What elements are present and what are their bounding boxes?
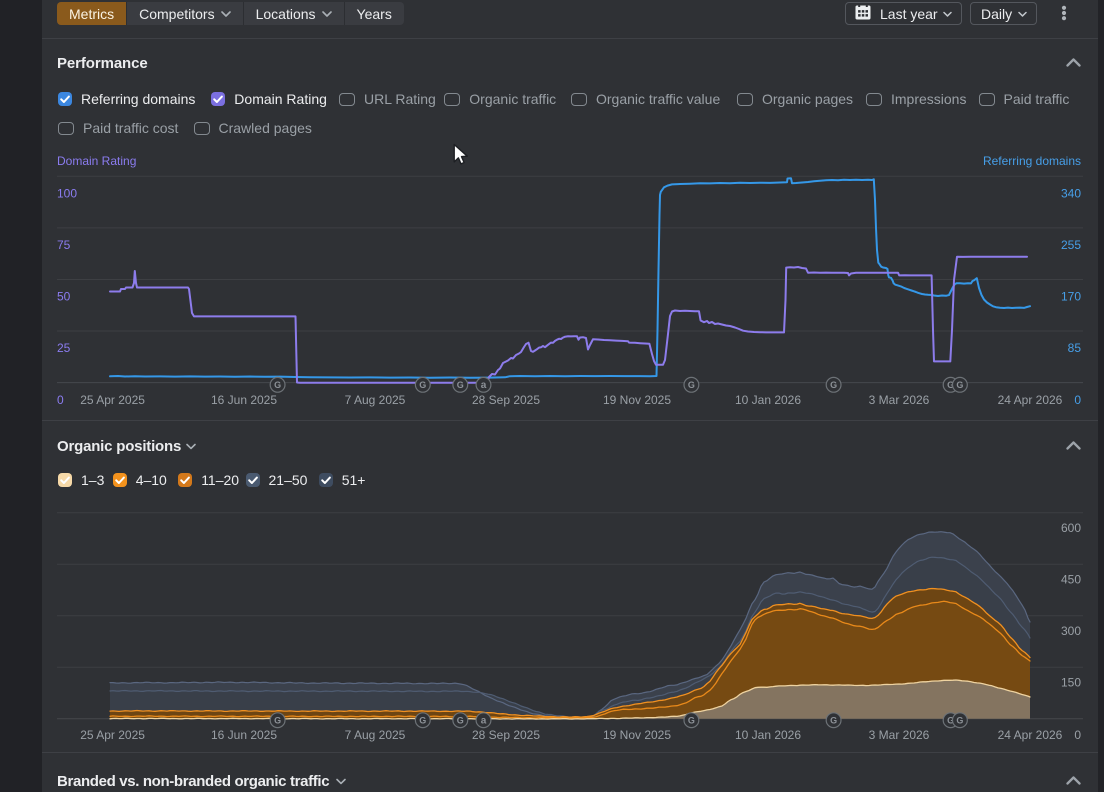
svg-text:450: 450 (1061, 573, 1081, 587)
svg-text:10 Jan 2026: 10 Jan 2026 (735, 728, 801, 742)
svg-text:600: 600 (1061, 521, 1081, 535)
svg-text:a: a (481, 716, 487, 727)
svg-text:19 Nov 2025: 19 Nov 2025 (603, 728, 671, 742)
svg-text:G: G (956, 715, 963, 725)
svg-text:G: G (830, 715, 837, 725)
svg-text:170: 170 (1061, 290, 1081, 304)
svg-text:24 Apr 2026: 24 Apr 2026 (998, 728, 1063, 742)
svg-text:G: G (274, 380, 281, 390)
svg-text:Domain Rating: Domain Rating (57, 154, 136, 168)
svg-text:G: G (947, 380, 954, 390)
svg-text:28 Sep 2025: 28 Sep 2025 (472, 728, 540, 742)
svg-text:25 Apr 2025: 25 Apr 2025 (80, 393, 145, 407)
svg-text:G: G (419, 380, 426, 390)
svg-text:7 Aug 2025: 7 Aug 2025 (345, 728, 406, 742)
svg-text:G: G (457, 715, 464, 725)
svg-text:340: 340 (1061, 186, 1081, 200)
svg-text:75: 75 (57, 238, 71, 252)
svg-text:10 Jan 2026: 10 Jan 2026 (735, 393, 801, 407)
svg-text:G: G (274, 715, 281, 725)
svg-text:24 Apr 2026: 24 Apr 2026 (998, 393, 1063, 407)
svg-text:16 Jun 2025: 16 Jun 2025 (211, 393, 277, 407)
svg-text:G: G (956, 380, 963, 390)
svg-text:G: G (419, 715, 426, 725)
svg-text:25: 25 (57, 341, 71, 355)
svg-text:G: G (688, 715, 695, 725)
svg-text:G: G (830, 380, 837, 390)
svg-text:Referring domains: Referring domains (983, 154, 1081, 168)
svg-text:50: 50 (57, 290, 71, 304)
svg-text:25 Apr 2025: 25 Apr 2025 (80, 728, 145, 742)
svg-text:150: 150 (1061, 676, 1081, 690)
svg-text:0: 0 (57, 393, 64, 407)
svg-text:19 Nov 2025: 19 Nov 2025 (603, 393, 671, 407)
svg-text:a: a (481, 380, 487, 391)
svg-text:16 Jun 2025: 16 Jun 2025 (211, 728, 277, 742)
svg-text:28 Sep 2025: 28 Sep 2025 (472, 393, 540, 407)
svg-text:0: 0 (1074, 728, 1081, 742)
svg-text:255: 255 (1061, 238, 1081, 252)
svg-text:3 Mar 2026: 3 Mar 2026 (869, 728, 930, 742)
svg-text:3 Mar 2026: 3 Mar 2026 (869, 393, 930, 407)
svg-text:85: 85 (1068, 341, 1082, 355)
svg-text:7 Aug 2025: 7 Aug 2025 (345, 393, 406, 407)
svg-text:G: G (688, 380, 695, 390)
svg-text:300: 300 (1061, 624, 1081, 638)
svg-text:G: G (947, 715, 954, 725)
svg-text:G: G (457, 380, 464, 390)
svg-text:100: 100 (57, 186, 77, 200)
svg-text:0: 0 (1074, 393, 1081, 407)
